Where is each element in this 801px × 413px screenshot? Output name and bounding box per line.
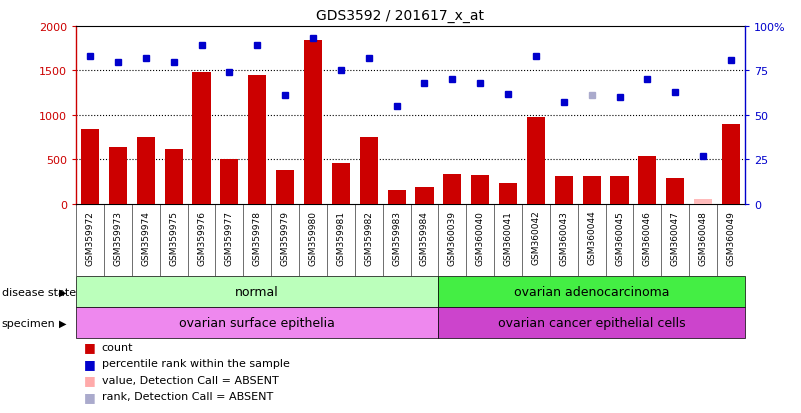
Text: GSM359972: GSM359972 [86, 210, 95, 265]
Text: ▶: ▶ [59, 287, 66, 297]
Text: GSM360046: GSM360046 [643, 210, 652, 265]
Text: GSM360044: GSM360044 [587, 210, 596, 265]
Text: value, Detection Call = ABSENT: value, Detection Call = ABSENT [102, 375, 279, 385]
Text: GSM359974: GSM359974 [141, 210, 151, 265]
Bar [304, 41, 322, 204]
Text: GSM359978: GSM359978 [253, 210, 262, 265]
Bar [666, 179, 684, 204]
Text: normal: normal [235, 286, 279, 299]
Text: GSM360043: GSM360043 [559, 210, 568, 265]
Text: GSM359984: GSM359984 [420, 210, 429, 265]
Bar [722, 125, 740, 204]
Text: GSM360041: GSM360041 [504, 210, 513, 265]
Bar [220, 160, 239, 204]
Text: GDS3592 / 201617_x_at: GDS3592 / 201617_x_at [316, 9, 485, 23]
Text: ■: ■ [84, 357, 96, 370]
Bar [582, 177, 601, 204]
Bar [638, 157, 657, 204]
Text: GSM360040: GSM360040 [476, 210, 485, 265]
Text: percentile rank within the sample: percentile rank within the sample [102, 358, 290, 368]
Text: GSM360047: GSM360047 [670, 210, 680, 265]
Bar [499, 183, 517, 204]
Text: specimen: specimen [2, 318, 55, 328]
Bar [76, 277, 438, 308]
Bar [109, 147, 127, 204]
Text: GSM360045: GSM360045 [615, 210, 624, 265]
Text: count: count [102, 342, 133, 352]
Text: GSM359973: GSM359973 [114, 210, 123, 265]
Bar [443, 174, 461, 204]
Bar [248, 76, 266, 204]
Text: disease state: disease state [2, 287, 76, 297]
Text: GSM359979: GSM359979 [280, 210, 290, 265]
Text: ■: ■ [84, 340, 96, 354]
Bar [527, 117, 545, 204]
Bar [388, 190, 405, 204]
Text: GSM359975: GSM359975 [169, 210, 178, 265]
Bar [438, 308, 745, 339]
Bar [471, 175, 489, 204]
Bar [76, 308, 438, 339]
Text: ovarian cancer epithelial cells: ovarian cancer epithelial cells [498, 317, 686, 330]
Text: ■: ■ [84, 373, 96, 387]
Bar [276, 171, 294, 204]
Text: GSM360048: GSM360048 [698, 210, 707, 265]
Text: ■: ■ [84, 390, 96, 403]
Text: GSM360039: GSM360039 [448, 210, 457, 265]
Text: GSM359982: GSM359982 [364, 210, 373, 265]
Text: GSM359983: GSM359983 [392, 210, 401, 265]
Text: GSM359977: GSM359977 [225, 210, 234, 265]
Text: rank, Detection Call = ABSENT: rank, Detection Call = ABSENT [102, 392, 273, 401]
Text: ovarian adenocarcinoma: ovarian adenocarcinoma [514, 286, 670, 299]
Bar [438, 277, 745, 308]
Bar [164, 150, 183, 204]
Text: GSM360042: GSM360042 [531, 210, 541, 265]
Text: GSM359976: GSM359976 [197, 210, 206, 265]
Text: ovarian surface epithelia: ovarian surface epithelia [179, 317, 335, 330]
Text: ▶: ▶ [59, 318, 66, 328]
Text: GSM359981: GSM359981 [336, 210, 345, 265]
Bar [555, 177, 573, 204]
Bar [332, 164, 350, 204]
Bar [360, 138, 378, 204]
Bar [610, 177, 629, 204]
Bar [694, 200, 712, 204]
Bar [192, 73, 211, 204]
Text: GSM359980: GSM359980 [308, 210, 317, 265]
Bar [137, 138, 155, 204]
Text: GSM360049: GSM360049 [727, 210, 735, 265]
Bar [81, 130, 99, 204]
Bar [416, 188, 433, 204]
